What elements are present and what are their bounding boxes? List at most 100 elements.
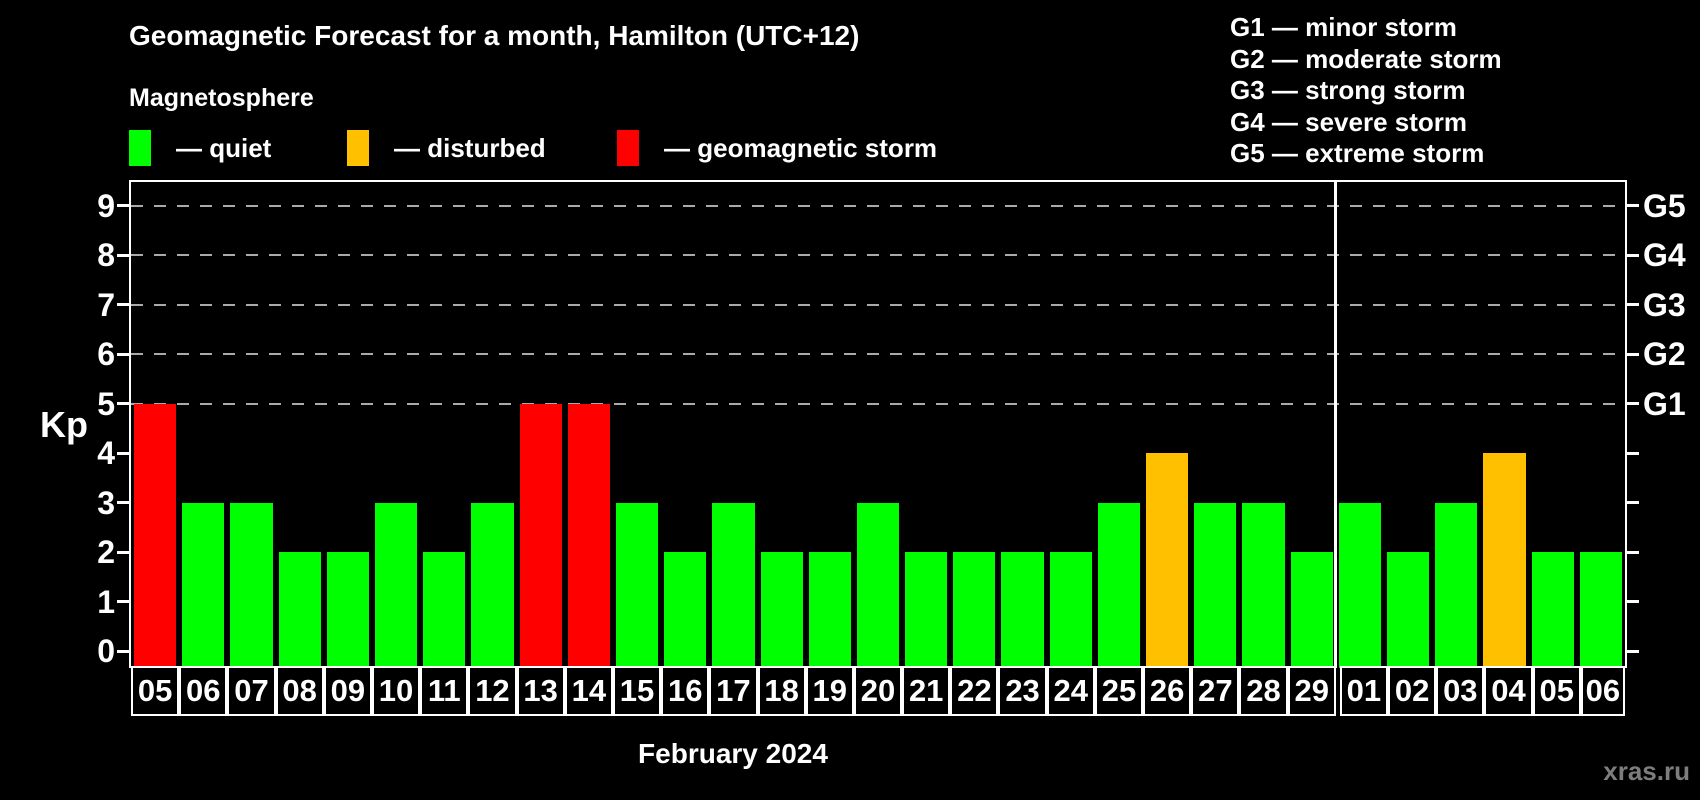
gridline-kp-7 <box>131 303 1625 306</box>
x-label-mar-01: 01 <box>1339 666 1389 716</box>
x-label-feb-29: 29 <box>1287 666 1336 716</box>
bar-feb-28 <box>1242 502 1285 668</box>
bar-feb-22 <box>953 552 996 668</box>
g-axis-label-g1: G1 <box>1643 385 1686 422</box>
g-axis-label-g3: G3 <box>1643 286 1686 323</box>
bar-feb-11 <box>423 552 466 668</box>
x-label-feb-17: 17 <box>709 666 758 716</box>
bar-mar-06 <box>1579 552 1622 668</box>
y-tick-label-6: 6 <box>97 336 115 372</box>
legend-label-disturbed: — disturbed <box>394 132 546 163</box>
tick-right-kp-1 <box>1625 600 1639 603</box>
chart-title: Geomagnetic Forecast for a month, Hamilt… <box>129 20 860 51</box>
tick-left-kp-2 <box>117 550 131 554</box>
x-label-feb-23: 23 <box>998 666 1047 716</box>
x-label-feb-19: 19 <box>805 666 854 716</box>
legend-swatch-storm <box>617 130 639 166</box>
x-label-feb-05: 05 <box>131 666 180 716</box>
x-label-mar-03: 03 <box>1436 666 1485 716</box>
bar-feb-14 <box>567 403 610 668</box>
y-tick-label-9: 9 <box>97 187 115 224</box>
y-tick-label-8: 8 <box>97 237 115 273</box>
x-label-feb-06: 06 <box>179 666 228 716</box>
x-label-mar-06: 06 <box>1580 666 1625 716</box>
legend-item-disturbed: — disturbed <box>347 130 546 166</box>
bar-feb-16 <box>664 552 707 668</box>
bar-mar-01 <box>1338 502 1382 668</box>
legend-label-quiet: — quiet <box>176 132 272 163</box>
x-label-feb-21: 21 <box>902 666 951 716</box>
storm-scale-legend-g1: G1 — minor storm <box>1230 12 1457 42</box>
bar-feb-10 <box>374 502 418 668</box>
tick-right-kp-5 <box>1625 402 1639 405</box>
gridline-kp-9 <box>131 204 1625 207</box>
tick-left-kp-3 <box>117 501 131 504</box>
x-label-feb-15: 15 <box>612 666 662 716</box>
x-label-mar-05: 05 <box>1532 666 1581 716</box>
tick-left-kp-5 <box>117 402 131 405</box>
x-label-feb-10: 10 <box>371 666 421 716</box>
x-label-feb-25: 25 <box>1094 666 1144 716</box>
tick-left-kp-1 <box>117 600 131 603</box>
storm-scale-legend-g2: G2 — moderate storm <box>1230 43 1502 74</box>
legend-item-storm: — geomagnetic storm <box>617 130 937 166</box>
x-label-mar-02: 02 <box>1388 666 1437 716</box>
bar-feb-06 <box>182 502 225 668</box>
legend-label-storm: — geomagnetic storm <box>664 132 938 163</box>
bar-feb-13 <box>519 403 562 668</box>
storm-scale-legend-g5: G5 — extreme storm <box>1230 138 1485 168</box>
bar-mar-05 <box>1531 552 1574 668</box>
x-label-feb-18: 18 <box>757 666 806 716</box>
y-axis-title: Kp <box>40 404 88 445</box>
bar-feb-20 <box>856 502 900 668</box>
storm-scale-legend-g3: G3 — strong storm <box>1230 75 1466 105</box>
bar-feb-21 <box>905 552 948 668</box>
tick-right-kp-7 <box>1625 303 1639 306</box>
tick-right-kp-2 <box>1625 550 1639 554</box>
legend-swatch-disturbed <box>347 130 369 166</box>
x-label-feb-08: 08 <box>275 666 324 716</box>
legend-swatch-quiet <box>129 130 151 166</box>
tick-right-kp-0 <box>1625 649 1639 653</box>
y-tick-label-0: 0 <box>97 633 115 669</box>
gridline-kp-5 <box>131 402 1625 405</box>
bar-feb-09 <box>326 552 369 668</box>
bar-feb-15 <box>615 502 659 668</box>
x-label-feb-28: 28 <box>1239 666 1288 716</box>
plot-area-border <box>129 180 1627 668</box>
bar-feb-26 <box>1146 453 1189 668</box>
bar-feb-27 <box>1194 502 1237 668</box>
bar-mar-03 <box>1435 502 1478 668</box>
storm-scale-legend: G1 — minor storm G2 — moderate storm G3 … <box>1230 12 1502 170</box>
bar-feb-12 <box>471 502 514 668</box>
magnetosphere-label: Magnetosphere <box>129 84 314 112</box>
bar-feb-24 <box>1049 552 1092 668</box>
x-label-feb-09: 09 <box>323 666 372 716</box>
x-label-feb-27: 27 <box>1191 666 1240 716</box>
x-label-feb-14: 14 <box>564 666 613 716</box>
y-tick-label-2: 2 <box>97 534 115 570</box>
month-label: February 2024 <box>638 738 828 769</box>
x-label-mar-04: 04 <box>1484 666 1533 716</box>
gridline-kp-6 <box>131 353 1625 355</box>
x-label-feb-22: 22 <box>950 666 999 716</box>
y-tick-label-4: 4 <box>97 435 115 471</box>
tick-left-kp-9 <box>117 204 131 207</box>
x-label-feb-24: 24 <box>1046 666 1095 716</box>
bar-feb-05 <box>134 403 177 668</box>
g-axis-label-g4: G4 <box>1643 237 1686 273</box>
watermark: xras.ru <box>1603 756 1690 786</box>
y-tick-label-3: 3 <box>97 484 115 521</box>
y-tick-label-5: 5 <box>97 385 115 422</box>
gridline-kp-8 <box>131 254 1625 256</box>
g-axis-label-g2: G2 <box>1643 336 1686 372</box>
x-label-feb-20: 20 <box>853 666 903 716</box>
bar-feb-19 <box>808 552 851 668</box>
storm-scale-legend-g4: G4 — severe storm <box>1230 106 1468 137</box>
tick-right-kp-9 <box>1625 204 1639 207</box>
tick-left-kp-6 <box>117 352 131 356</box>
bar-feb-29 <box>1290 552 1333 668</box>
tick-left-kp-7 <box>117 303 131 306</box>
bar-mar-04 <box>1483 453 1526 668</box>
